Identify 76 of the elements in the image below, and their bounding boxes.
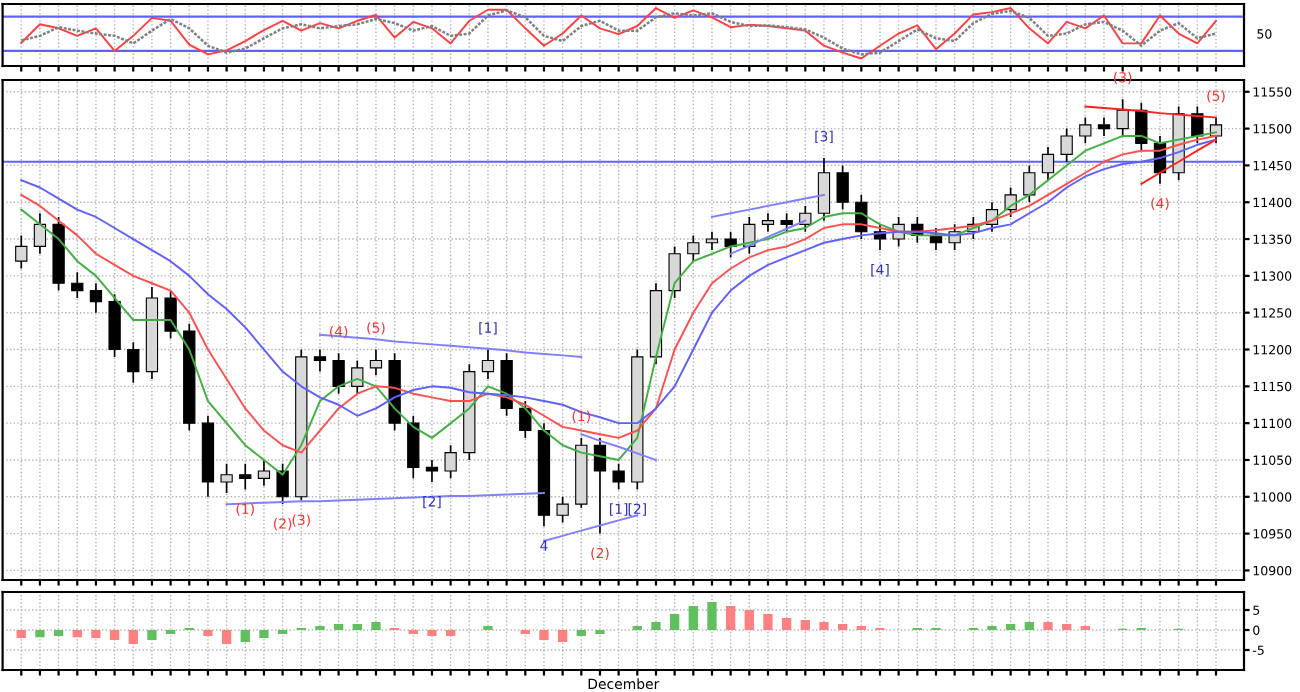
bar bbox=[651, 622, 661, 630]
bar bbox=[53, 630, 64, 636]
candlestick bbox=[519, 400, 532, 439]
bar bbox=[744, 610, 754, 630]
line-series bbox=[1140, 138, 1217, 185]
bar bbox=[669, 614, 680, 630]
candlestick bbox=[1060, 127, 1073, 163]
bar bbox=[35, 630, 45, 638]
bar bbox=[333, 624, 344, 630]
bar bbox=[1061, 624, 1072, 630]
candlestick bbox=[593, 437, 607, 535]
bar bbox=[427, 630, 437, 636]
candlestick bbox=[1116, 98, 1129, 137]
candlestick bbox=[71, 271, 84, 299]
candlestick bbox=[761, 212, 775, 233]
candlestick bbox=[705, 230, 719, 251]
bar bbox=[819, 622, 829, 630]
bar bbox=[688, 606, 698, 630]
bar bbox=[1043, 622, 1053, 630]
bar bbox=[91, 630, 101, 638]
bar bbox=[128, 630, 138, 644]
bar bbox=[445, 630, 456, 636]
bar bbox=[72, 630, 82, 638]
candlestick bbox=[15, 234, 28, 270]
candlestick bbox=[1191, 105, 1204, 145]
bar bbox=[725, 606, 736, 630]
candlestick bbox=[108, 293, 121, 358]
candlestick bbox=[817, 157, 831, 222]
bar bbox=[16, 630, 26, 638]
bar bbox=[800, 620, 810, 630]
bar bbox=[1024, 622, 1034, 630]
candlestick bbox=[799, 205, 812, 233]
candlestick bbox=[127, 341, 140, 384]
candlestick bbox=[276, 462, 289, 505]
candlestick bbox=[164, 289, 177, 340]
line-series bbox=[580, 433, 657, 461]
candlestick bbox=[33, 212, 47, 255]
candlestick bbox=[425, 459, 439, 483]
candlestick bbox=[239, 462, 252, 491]
candlestick bbox=[780, 212, 793, 233]
bar bbox=[259, 630, 269, 638]
bar bbox=[352, 624, 362, 630]
candlestick bbox=[500, 352, 513, 417]
candlestick bbox=[332, 352, 345, 395]
bar bbox=[221, 630, 232, 644]
bar bbox=[240, 630, 250, 642]
bar bbox=[763, 614, 773, 630]
candlestick bbox=[369, 348, 383, 377]
candlestick bbox=[556, 495, 569, 524]
candlestick bbox=[1097, 116, 1111, 137]
bar bbox=[203, 630, 213, 636]
bar bbox=[707, 602, 717, 630]
candlestick bbox=[257, 459, 271, 487]
candlestick bbox=[220, 462, 233, 494]
candlestick bbox=[1023, 164, 1036, 204]
bar bbox=[147, 630, 157, 640]
candlestick bbox=[1079, 116, 1092, 145]
bar bbox=[1005, 624, 1016, 630]
candlestick bbox=[481, 348, 495, 380]
bar bbox=[557, 630, 568, 642]
candlestick bbox=[836, 164, 849, 211]
bar bbox=[539, 630, 549, 640]
candlestick bbox=[612, 462, 625, 491]
candlestick bbox=[351, 359, 364, 395]
bar bbox=[781, 618, 792, 630]
candlestick bbox=[89, 282, 103, 314]
line-series bbox=[542, 514, 639, 542]
bar bbox=[371, 622, 381, 630]
candlestick bbox=[407, 414, 420, 480]
candlestick bbox=[1041, 146, 1055, 181]
bar bbox=[837, 624, 848, 630]
candlestick bbox=[313, 348, 327, 373]
bar bbox=[576, 630, 586, 636]
candlestick bbox=[687, 234, 700, 262]
bar bbox=[109, 630, 120, 640]
candlestick bbox=[444, 444, 457, 480]
